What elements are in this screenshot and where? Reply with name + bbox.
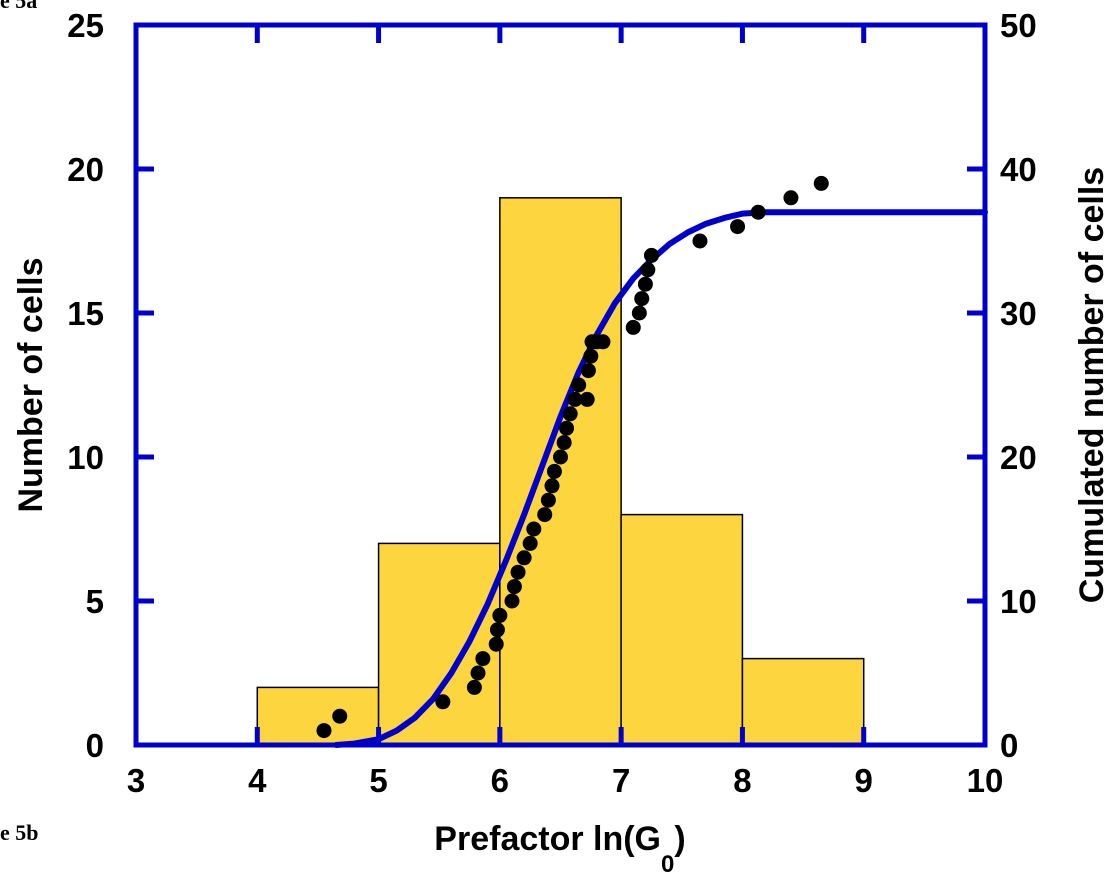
axis-ticks [133,22,988,748]
y2-tick-label: 50 [1000,7,1037,44]
cumulative-point [559,420,575,436]
y2-tick-label: 20 [1000,439,1037,476]
x-tick-labels: 3 4 5 6 7 8 9 10 [127,762,1004,799]
x-axis-title-subscript: 0 [661,851,674,877]
cumulative-point [316,723,332,739]
y-tick-label: 0 [86,727,104,764]
cumulative-point [544,478,560,494]
y-tick-label: 15 [67,295,104,332]
cumulative-point [750,204,766,220]
cumulative-point [637,276,653,292]
y2-tick-label: 30 [1000,295,1037,332]
cumulative-point [567,391,583,407]
y-tick-label: 5 [86,583,104,620]
histogram-bar [377,542,501,746]
cumulative-point [692,233,708,249]
cumulative-point [506,579,522,595]
cumulative-point [595,334,611,350]
cumulative-point [625,319,641,335]
figure-label-top: e 5a [0,0,37,13]
cumulative-point [579,391,595,407]
cumulative-point [640,262,656,278]
cumulative-point [466,679,482,695]
y2-tick-label: 40 [1000,151,1037,188]
cumulative-point [571,377,587,393]
histogram-bar [620,513,744,746]
x-tick-label: 10 [967,762,1004,799]
cumulative-point [522,535,538,551]
cumulative-point [634,291,650,307]
cumulative-point [730,219,746,235]
x-tick-label: 3 [127,762,145,799]
x-tick-label: 7 [612,762,630,799]
cumulative-point [556,435,572,451]
cumulative-point [813,175,829,191]
y-axis-title: Number of cells [12,257,50,512]
y-tick-label: 20 [67,151,104,188]
y-tick-label: 10 [67,439,104,476]
cumulative-point [488,636,504,652]
x-axis-title: Prefactor ln(G0) [434,820,685,877]
cumulative-point [553,449,568,465]
x-tick-label: 6 [491,762,509,799]
histogram-bar [256,686,380,746]
y2-tick-labels: 0 10 20 30 40 50 [1000,7,1037,764]
cumulative-point [504,593,520,609]
y-tick-labels: 0 5 10 15 20 25 [67,7,104,764]
y2-tick-label: 0 [1000,727,1018,764]
y-tick-label: 25 [67,7,104,44]
cumulative-point [332,708,348,724]
cumulative-point [546,463,562,479]
cumulative-point [492,607,508,623]
cumulative-point [583,348,599,364]
cumulative-point [435,694,451,710]
cumulative-points [316,175,829,739]
cumulative-point [631,305,647,321]
cumulative-point [475,651,491,667]
y2-tick-label: 10 [1000,583,1037,620]
x-axis-title-main: Prefactor ln(G [434,820,661,858]
plot-frame [133,22,988,748]
cumulative-point [580,363,596,379]
x-tick-label: 9 [855,762,873,799]
figure-label-bottom: e 5b [0,820,39,845]
x-tick-label: 8 [733,762,751,799]
cumulative-point [540,492,556,508]
cumulative-point [562,406,578,422]
x-axis-title-close: ) [674,820,685,858]
cumulative-point [643,247,659,263]
x-tick-label: 5 [369,762,387,799]
cumulative-point [510,564,526,580]
cumulative-point [783,190,799,206]
cumulative-point [470,665,486,681]
x-tick-label: 4 [248,762,267,799]
cumulative-point [489,622,505,638]
cumulative-point [526,521,542,537]
histogram-bar [741,657,865,746]
y2-axis-title: Cumulated number of cells [1073,167,1111,603]
cumulative-point [537,507,553,523]
cumulative-point [516,550,532,566]
